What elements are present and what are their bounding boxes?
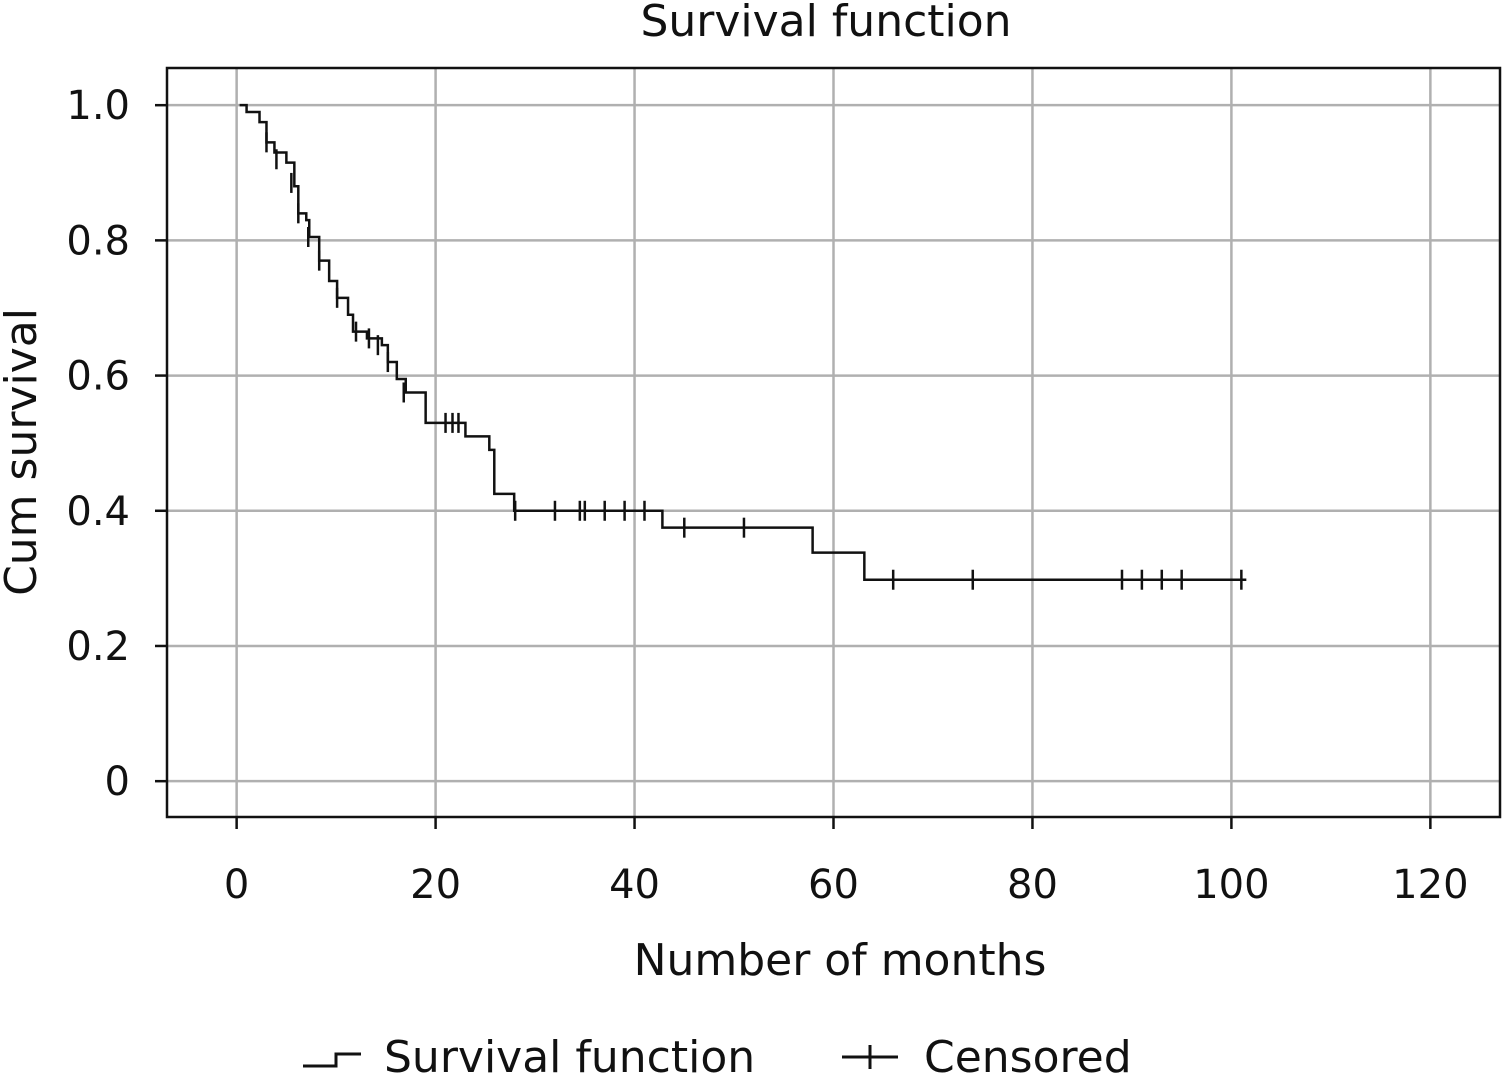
x-axis-title: Number of months xyxy=(634,935,1047,986)
y-tick-label: 0.4 xyxy=(66,489,130,535)
y-tick-label: 0 xyxy=(105,759,130,805)
legend-survival-swatch xyxy=(303,1052,361,1068)
y-axis: 0 0.2 0.4 0.6 0.8 1.0 xyxy=(66,83,167,805)
x-tick-label: 120 xyxy=(1392,862,1468,908)
x-axis: 0 20 40 60 80 100 120 xyxy=(224,817,1469,908)
y-tick-label: 0.8 xyxy=(66,218,130,264)
grid xyxy=(167,68,1500,817)
legend: Survival function Censored xyxy=(303,1032,1132,1075)
legend-censored-label: Censored xyxy=(924,1032,1132,1075)
x-tick-label: 100 xyxy=(1193,862,1269,908)
chart-title: Survival function xyxy=(640,0,1011,47)
x-tick-label: 0 xyxy=(224,862,249,908)
series-layer xyxy=(239,103,1247,590)
legend-survival-label: Survival function xyxy=(384,1032,755,1075)
x-tick-label: 60 xyxy=(808,862,859,908)
x-tick-label: 40 xyxy=(609,862,660,908)
survival-step-line xyxy=(239,103,1247,581)
x-tick-label: 20 xyxy=(410,862,461,908)
y-tick-label: 1.0 xyxy=(66,83,130,129)
y-tick-label: 0.2 xyxy=(66,624,130,670)
y-tick-label: 0.6 xyxy=(66,354,130,400)
y-axis-title: Cum survival xyxy=(0,308,47,596)
x-tick-label: 80 xyxy=(1007,862,1058,908)
legend-censored-swatch xyxy=(842,1045,898,1069)
